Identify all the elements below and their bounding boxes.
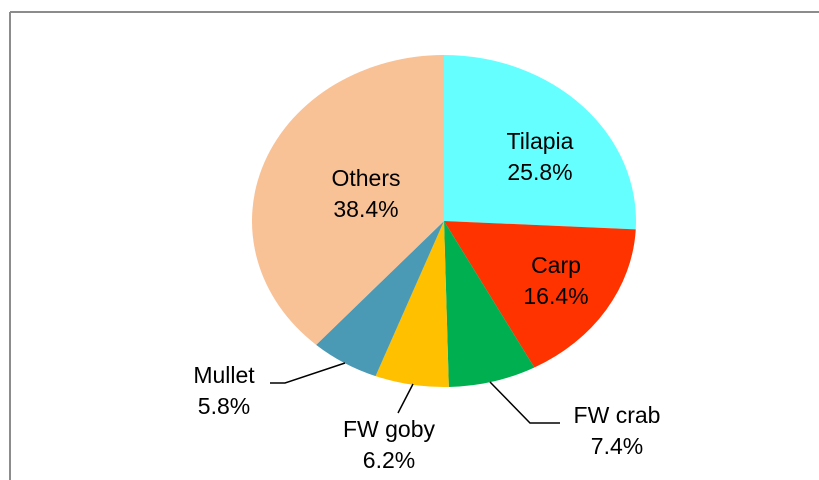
slice-value-label: 16.4% [523,283,588,309]
leader-line [270,362,346,384]
slice-label: FW goby [343,416,436,442]
slice-value-label: 25.8% [507,159,572,185]
slice-label: Mullet [193,362,255,388]
slice-label: Others [331,165,400,191]
pie-slice [375,221,449,387]
leader-line [489,381,560,424]
pie-slice [252,55,444,345]
slice-label: Tilapia [507,128,574,154]
slice-label: Carp [531,252,581,278]
slice-label: FW crab [574,402,661,428]
leader-line [397,383,414,414]
pie-slice [444,221,636,368]
slice-value-label: 38.4% [333,196,398,222]
pie-slice [444,55,636,230]
slice-value-label: 7.4% [591,433,643,459]
pie-slice [444,221,535,387]
pie-slice [316,221,444,377]
slice-value-label: 6.2% [363,447,415,473]
slice-value-label: 5.8% [198,393,250,419]
